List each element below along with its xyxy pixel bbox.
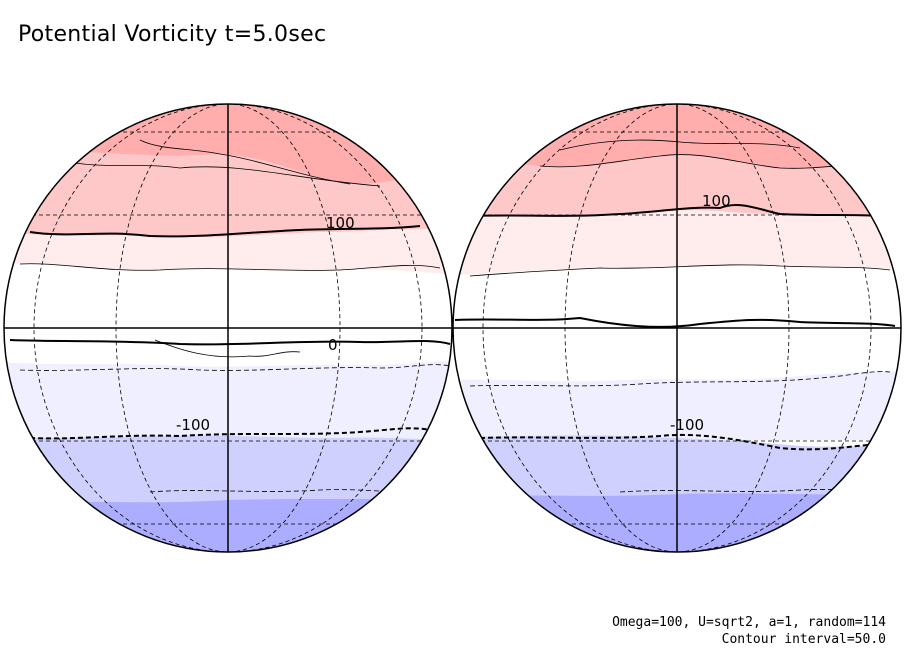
contour-interval-text: Contour interval=50.0 <box>721 632 886 647</box>
right-hemisphere: 100 -100 <box>452 103 902 553</box>
left-contour-label-100: 100 <box>326 214 355 232</box>
right-contour-label-neg100: -100 <box>670 416 704 434</box>
left-contour-label-neg100: -100 <box>176 416 210 434</box>
parameter-info: Omega=100, U=sqrt2, a=1, random=114 Cont… <box>612 614 886 648</box>
left-contour-label-0: 0 <box>328 336 338 354</box>
right-contour-label-100: 100 <box>702 192 731 210</box>
params-text: Omega=100, U=sqrt2, a=1, random=114 <box>612 615 886 630</box>
left-hemisphere: 100 0 -100 <box>3 103 453 553</box>
plot-title: Potential Vorticity t=5.0sec <box>18 22 327 47</box>
